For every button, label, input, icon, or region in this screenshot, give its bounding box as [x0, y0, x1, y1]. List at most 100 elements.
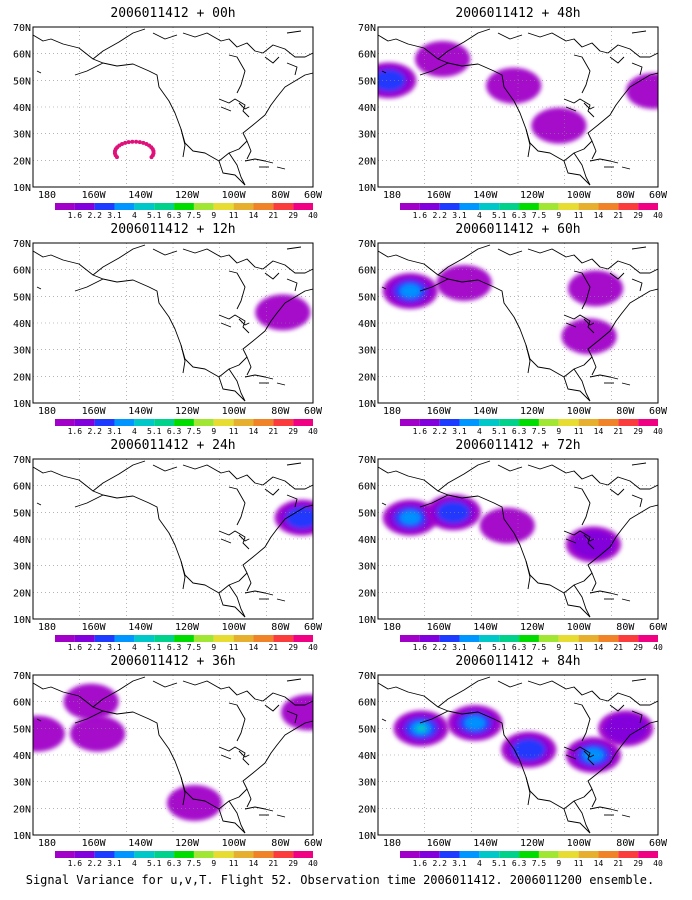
y-tick-label: 50N [13, 724, 31, 735]
colorbar-swatch [293, 635, 313, 642]
y-tick-label: 10N [13, 615, 31, 626]
variance-blob [565, 526, 621, 563]
colorbar-swatch [519, 203, 539, 210]
x-tick-label: 120W [175, 838, 200, 849]
colorbar-swatch [638, 203, 658, 210]
colorbar-label: 40 [653, 643, 663, 652]
colorbar-label: 14 [594, 643, 604, 652]
colorbar-label: 11 [229, 427, 239, 436]
colorbar: 1.6 2.2 3.1 4 5.1 6.3 7.5 9 11 14 21 29 40 [55, 851, 318, 868]
colorbar-swatch [213, 851, 234, 858]
colorbar-swatch [459, 851, 480, 858]
colorbar-label: 3.1 [452, 859, 467, 868]
variance-contour [286, 507, 313, 529]
colorbar-swatch [74, 419, 95, 426]
colorbar-label: 14 [594, 427, 604, 436]
x-tick-label: 140W [128, 406, 153, 417]
map-border [377, 242, 659, 404]
colorbar-swatch [519, 419, 539, 426]
colorbar-swatch [193, 419, 214, 426]
y-tick-label: 20N [358, 804, 376, 815]
colorbar-swatch [499, 851, 520, 858]
colorbar-label: 5.1 [147, 643, 162, 652]
colorbar-label: 29 [633, 427, 643, 436]
x-tick-label: 60W [649, 406, 668, 417]
x-tick-label: 80W [271, 406, 290, 417]
map-content [33, 27, 313, 187]
colorbar: 1.6 2.2 3.1 4 5.1 6.3 7.5 9 11 14 21 29 40 [400, 851, 663, 868]
y-tick-label: 20N [358, 156, 376, 167]
panel-title: 2006011412 + 00h [110, 6, 235, 21]
x-tick-label: 180 [383, 622, 401, 633]
variance-contour [479, 507, 535, 544]
y-tick-label: 10N [13, 183, 31, 194]
colorbar-label: 7.5 [532, 427, 547, 436]
colorbar-swatch [273, 635, 294, 642]
x-tick-label: 100W [567, 622, 592, 633]
colorbar-label: 2.2 [87, 859, 102, 868]
colorbar-swatch [213, 635, 234, 642]
x-tick-label: 160W [427, 406, 452, 417]
colorbar-label: 11 [229, 859, 239, 868]
colorbar-swatch [598, 635, 619, 642]
variance-blob [382, 273, 438, 309]
colorbar-label: 21 [268, 427, 278, 436]
colorbar-label: 14 [594, 859, 604, 868]
colorbar-swatch [193, 635, 214, 642]
colorbar-swatch [479, 203, 500, 210]
colorbar-swatch [94, 635, 115, 642]
colorbar-swatch [439, 419, 460, 426]
colorbar-label: 5.1 [492, 859, 507, 868]
colorbar-swatch [114, 203, 135, 210]
x-tick-label: 180 [383, 190, 401, 201]
variance-contour [464, 716, 486, 730]
colorbar-label: 9 [211, 859, 216, 868]
colorbar-label: 5.1 [147, 211, 162, 220]
colorbar-swatch [114, 851, 135, 858]
colorbar-swatch [74, 851, 95, 858]
variance-blob [626, 73, 658, 109]
colorbar-label: 2.2 [432, 211, 447, 220]
colorbar-label: 6.3 [512, 643, 527, 652]
map-content [33, 675, 313, 835]
variance-blob [561, 318, 617, 355]
figure-caption: Signal Variance for u,v,T. Flight 52. Ob… [26, 873, 655, 887]
colorbar-label: 1.6 [68, 859, 83, 868]
colorbar-label: 1.6 [413, 211, 428, 220]
variance-blob [436, 265, 492, 301]
y-tick-label: 20N [13, 804, 31, 815]
colorbar-swatch [538, 419, 559, 426]
y-tick-label: 50N [358, 724, 376, 735]
y-tick-label: 40N [358, 535, 376, 546]
colorbar-label: 21 [613, 643, 623, 652]
x-tick-label: 140W [128, 838, 153, 849]
panel-24h: 2006011412 + 24h 10N 20N 30N 40N 50N 60N 70N 180… [13, 438, 323, 652]
x-tick-label: 140W [128, 622, 153, 633]
y-tick-label: 10N [358, 183, 376, 194]
colorbar-swatch [638, 419, 658, 426]
colorbar-swatch [459, 419, 480, 426]
y-tick-label: 70N [358, 455, 376, 466]
colorbar-swatch [134, 635, 155, 642]
colorbar-label: 2.2 [432, 643, 447, 652]
colorbar-label: 2.2 [432, 427, 447, 436]
colorbar-swatch [459, 635, 480, 642]
colorbar-label: 1.6 [68, 643, 83, 652]
x-tick-label: 80W [616, 622, 635, 633]
colorbar-swatch [558, 635, 579, 642]
variance-contour [255, 294, 311, 331]
colorbar-swatch [419, 419, 440, 426]
y-tick-label: 60N [13, 50, 31, 61]
colorbar-swatch [419, 851, 440, 858]
colorbar-label: 4 [477, 859, 482, 868]
colorbar-label: 4 [132, 427, 137, 436]
y-tick-label: 40N [13, 535, 31, 546]
colorbar-swatch [439, 635, 460, 642]
colorbar-swatch [293, 203, 313, 210]
colorbar-label: 9 [556, 859, 561, 868]
colorbar-label: 9 [211, 643, 216, 652]
colorbar-swatch [233, 851, 254, 858]
colorbar-label: 29 [633, 859, 643, 868]
y-tick-label: 30N [13, 130, 31, 141]
x-tick-label: 60W [304, 838, 323, 849]
